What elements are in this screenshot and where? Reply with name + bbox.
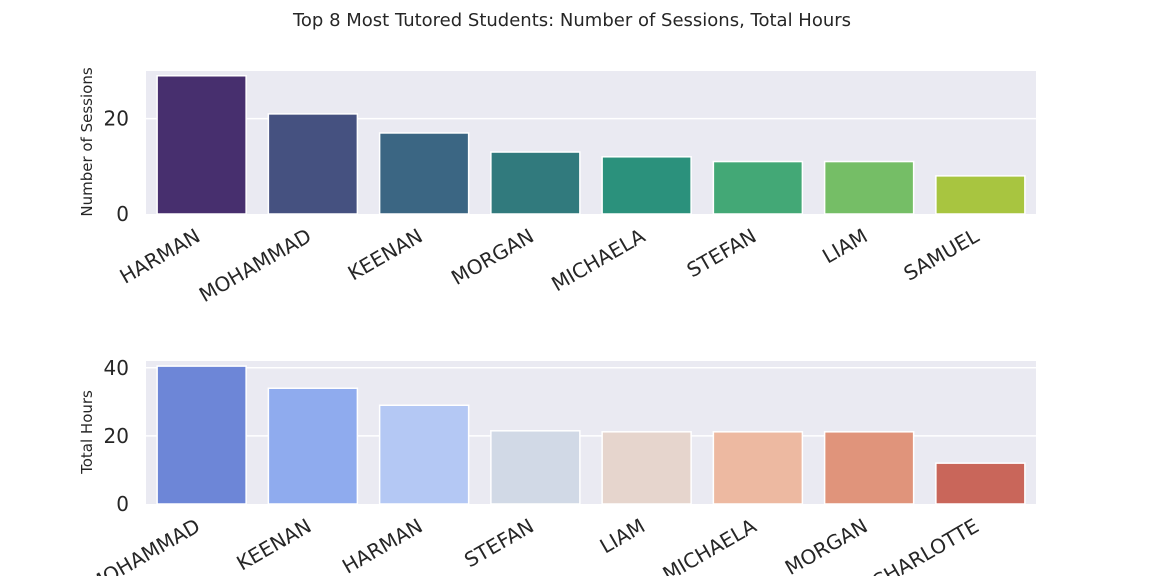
hours-bar <box>601 431 692 505</box>
hours-bar <box>712 431 804 505</box>
chart-title: Top 8 Most Tutored Students: Number of S… <box>292 10 851 31</box>
sessions-y-ticks: 0 20 <box>104 107 129 226</box>
hours-y-ticks: 0 20 40 <box>104 356 129 516</box>
hours-bar <box>267 387 359 505</box>
sessions-bar <box>156 75 247 215</box>
hours-y-tick-label: 40 <box>104 356 129 380</box>
hours-x-ticks: MOHAMMAD KEENAN HARMAN STEFAN LIAM MICHAELA MO… <box>84 513 983 576</box>
sessions-bar <box>823 160 915 215</box>
sessions-x-tick-label: KEENAN <box>344 224 427 286</box>
hours-y-tick-label: 20 <box>104 424 129 448</box>
hours-x-tick-label: KEENAN <box>232 514 315 576</box>
sessions-x-tick-label: MICHAELA <box>547 223 649 296</box>
sessions-bar <box>490 151 581 215</box>
sessions-x-tick-label: STEFAN <box>683 224 761 283</box>
hours-x-tick-label: HARMAN <box>338 514 427 576</box>
sessions-bar <box>601 156 692 215</box>
sessions-x-tick-label: LIAM <box>818 224 872 269</box>
sessions-bar <box>378 132 470 215</box>
sessions-y-axis-label: Number of Sessions <box>78 67 96 216</box>
hours-x-tick-label: STEFAN <box>460 514 538 573</box>
sessions-x-tick-label: HARMAN <box>115 224 204 289</box>
hours-x-tick-label: MOHAMMAD <box>84 514 205 576</box>
sessions-x-tick-label: MORGAN <box>447 224 538 290</box>
hours-bar <box>156 365 247 505</box>
hours-x-tick-label: CHARLOTTE <box>867 514 982 576</box>
hours-x-tick-label: MICHAELA <box>659 513 761 576</box>
sessions-x-tick-label: SAMUEL <box>899 223 983 285</box>
hours-bar <box>490 430 581 505</box>
hours-x-tick-label: LIAM <box>596 514 650 559</box>
sessions-bars <box>156 75 1026 215</box>
hours-y-axis-label: Total Hours <box>78 390 96 475</box>
sessions-bar <box>267 113 359 215</box>
sessions-bar <box>935 175 1026 215</box>
sessions-y-tick-label: 20 <box>104 107 129 131</box>
hours-bar <box>823 431 915 505</box>
sessions-y-tick-label: 0 <box>116 202 129 226</box>
hours-y-tick-label: 0 <box>116 492 129 516</box>
hours-bar <box>378 404 470 505</box>
sessions-bar <box>712 160 804 215</box>
hours-chart: 0 20 40 MOHAMMAD KEENAN HARMAN STEFAN LIAM MICH… <box>78 356 1036 576</box>
hours-bars <box>156 365 1026 505</box>
sessions-x-tick-label: MOHAMMAD <box>195 224 316 307</box>
hours-x-tick-label: MORGAN <box>781 514 872 576</box>
hours-bar <box>935 462 1026 505</box>
